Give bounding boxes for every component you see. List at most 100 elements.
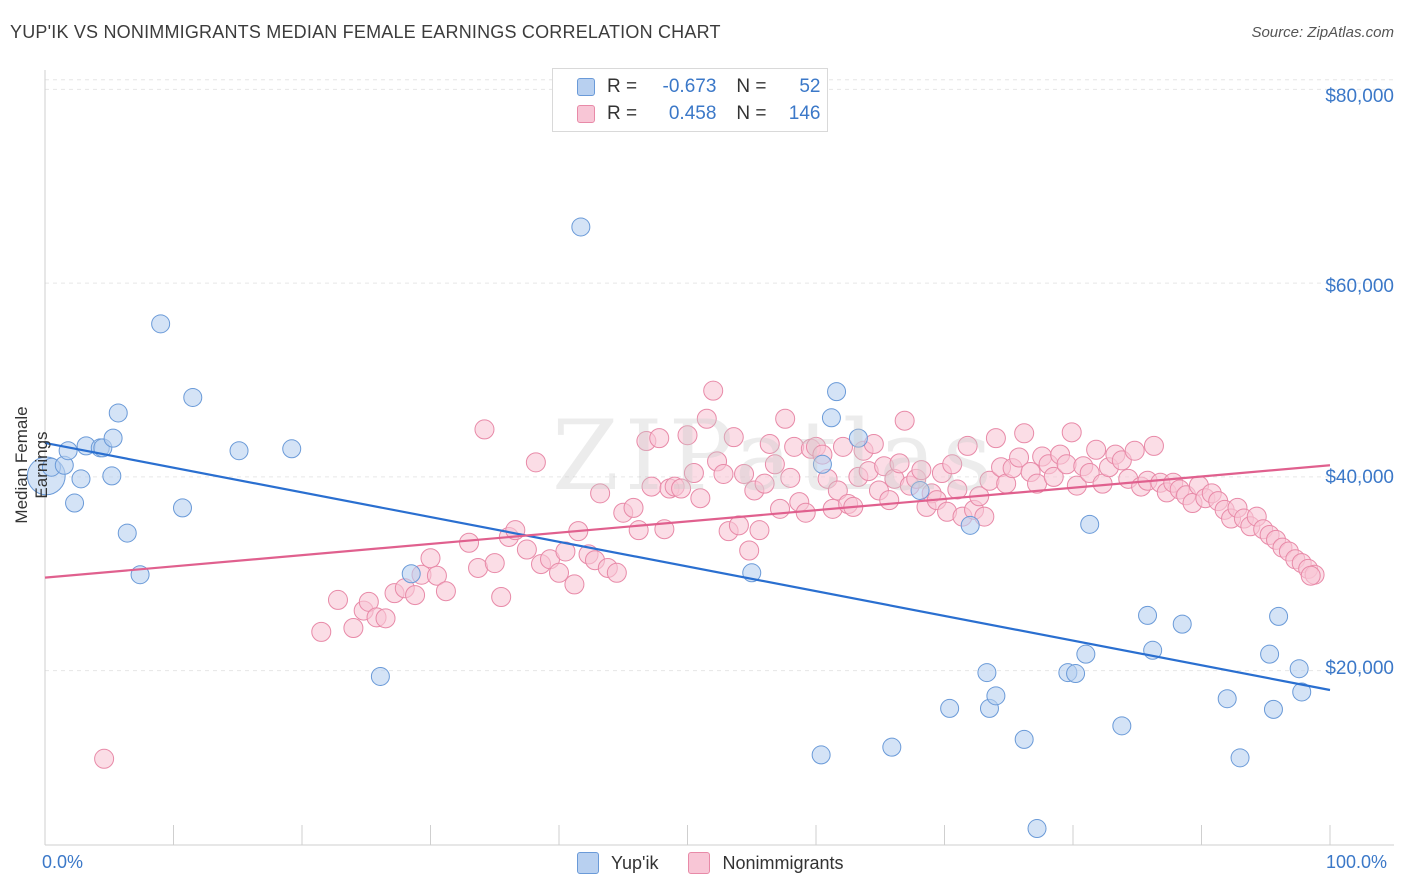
y-axis-label: Median Female Earnings (12, 406, 51, 524)
trend-line-nonimmigrants (44, 464, 1331, 579)
point-nonimmigrants (957, 435, 978, 456)
point-nonimmigrants (749, 520, 770, 541)
point-nonimmigrants (889, 453, 910, 474)
r-value: 0.458 (668, 103, 717, 124)
point-nonimmigrants (491, 587, 512, 607)
point-yupik (172, 498, 192, 518)
point-yupik (977, 663, 997, 683)
x-tick-label-max: 100.0% (1326, 852, 1388, 872)
point-nonimmigrants (764, 454, 785, 475)
point-nonimmigrants (525, 452, 546, 473)
point-yupik (1066, 664, 1086, 684)
point-nonimmigrants (677, 425, 698, 446)
x-tick-label-min: 0.0% (42, 852, 84, 872)
point-yupik (910, 480, 930, 500)
legend-label-nonimmigrants: Nonimmigrants (722, 852, 844, 873)
chart-title: YUP'IK VS NONIMMIGRANTS MEDIAN FEMALE EA… (10, 22, 721, 42)
point-yupik (102, 466, 122, 486)
point-yupik (1172, 614, 1192, 634)
n-value: 146 (788, 103, 821, 124)
point-yupik (401, 564, 421, 584)
point-yupik (1076, 644, 1096, 664)
point-nonimmigrants (974, 506, 995, 527)
point-nonimmigrants (311, 621, 332, 642)
nonimmigrants-swatch (577, 105, 595, 123)
point-nonimmigrants (671, 478, 692, 499)
point-nonimmigrants (911, 460, 932, 481)
point-nonimmigrants (754, 473, 775, 494)
y-tick-label-60000: $60,000 (1325, 276, 1394, 297)
point-yupik (812, 454, 832, 474)
legend-label-yupik: Yup'ik (611, 852, 659, 873)
point-nonimmigrants (94, 748, 115, 769)
point-nonimmigrants (1300, 565, 1321, 586)
point-yupik (821, 408, 841, 428)
point-nonimmigrants (1086, 439, 1107, 460)
point-nonimmigrants (1143, 435, 1164, 456)
point-yupik (151, 314, 171, 334)
point-nonimmigrants (942, 454, 963, 475)
point-yupik (811, 745, 831, 765)
legend-item-yupik[interactable]: Yup'ik (577, 852, 658, 874)
point-yupik (1217, 689, 1237, 709)
point-nonimmigrants (628, 520, 649, 541)
point-nonimmigrants (435, 581, 456, 602)
series-legend: Yup'ik Nonimmigrants (577, 852, 874, 874)
point-nonimmigrants (723, 427, 744, 448)
point-yupik (940, 698, 960, 718)
point-yupik (183, 387, 203, 407)
y-tick-label-80000: $80,000 (1325, 86, 1394, 107)
point-yupik (960, 515, 980, 535)
point-nonimmigrants (1056, 454, 1077, 475)
point-nonimmigrants (728, 515, 749, 536)
point-yupik (1269, 606, 1289, 626)
point-nonimmigrants (327, 589, 348, 610)
point-nonimmigrants (606, 562, 627, 583)
legend-item-nonimmigrants[interactable]: Nonimmigrants (688, 852, 844, 874)
point-yupik (1080, 514, 1100, 534)
point-yupik (108, 403, 128, 423)
point-nonimmigrants (759, 433, 780, 454)
point-nonimmigrants (696, 408, 717, 429)
point-nonimmigrants (894, 410, 915, 431)
point-nonimmigrants (343, 618, 364, 638)
point-yupik (1138, 605, 1158, 625)
point-nonimmigrants (1079, 463, 1100, 483)
n-value: 52 (799, 76, 821, 97)
point-nonimmigrants (780, 467, 801, 488)
point-nonimmigrants (985, 428, 1006, 449)
point-nonimmigrants (549, 562, 569, 583)
stats-row-nonimmigrants: R = 0.458 N = 146 (577, 102, 821, 126)
r-value: -0.673 (662, 76, 717, 97)
n-label: N = (736, 103, 767, 124)
watermark: ZIPatlas (552, 400, 998, 512)
point-nonimmigrants (827, 480, 848, 501)
point-nonimmigrants (459, 532, 480, 553)
stats-legend: R = -0.673 N = 52 R = 0.458 N = 146 (552, 68, 828, 132)
point-nonimmigrants (703, 380, 724, 401)
point-yupik (848, 428, 868, 448)
y-tick-label-40000: $40,000 (1325, 467, 1394, 488)
yupik-swatch (577, 78, 595, 96)
point-nonimmigrants (775, 408, 796, 429)
point-nonimmigrants (1014, 423, 1035, 444)
point-nonimmigrants (375, 608, 396, 629)
point-yupik (71, 469, 91, 489)
point-nonimmigrants (947, 479, 968, 500)
point-yupik (986, 686, 1006, 706)
point-nonimmigrants (690, 488, 711, 509)
point-yupik (1027, 819, 1047, 839)
point-nonimmigrants (516, 539, 537, 560)
point-nonimmigrants (468, 557, 489, 578)
point-yupik (370, 666, 390, 686)
point-nonimmigrants (474, 419, 495, 440)
chart-source: Source: ZipAtlas.com (1251, 24, 1394, 41)
n-label: N = (736, 76, 767, 97)
point-nonimmigrants (683, 463, 704, 483)
y-tick-label-20000: $20,000 (1325, 658, 1394, 679)
point-nonimmigrants (832, 436, 853, 457)
point-yupik (1289, 659, 1309, 679)
point-nonimmigrants (739, 540, 760, 561)
point-nonimmigrants (713, 463, 734, 484)
